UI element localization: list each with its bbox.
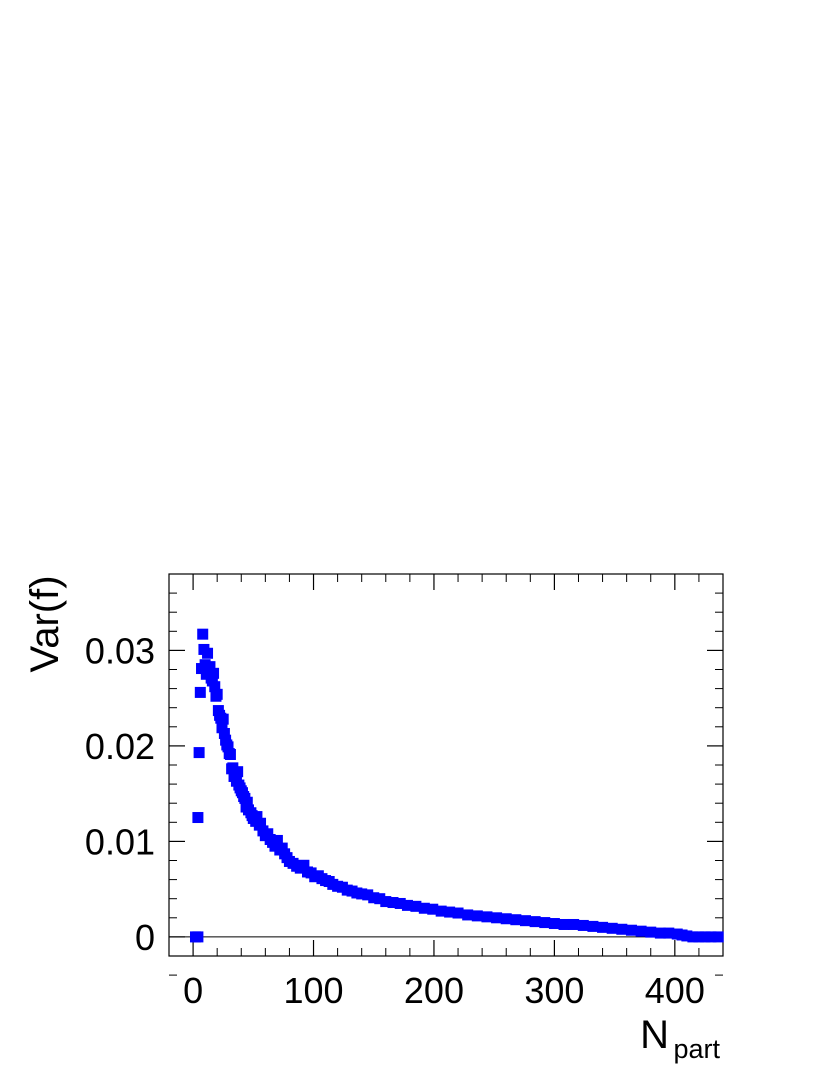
data-point [587, 920, 599, 932]
data-point [519, 915, 531, 927]
data-point [193, 747, 205, 759]
data-point [539, 917, 551, 929]
x-axis-label-main: N [640, 1013, 669, 1057]
data-point [681, 930, 693, 942]
data-point [209, 681, 221, 693]
data-point [255, 817, 267, 829]
data-point [222, 741, 234, 753]
data-point [687, 931, 699, 943]
data-point [241, 796, 253, 808]
data-point [616, 923, 628, 935]
data-points [189, 628, 724, 943]
y-tick-label: 0.03 [85, 630, 155, 671]
data-point [705, 931, 717, 943]
data-point [192, 812, 204, 824]
data-point [197, 628, 209, 640]
data-point [271, 834, 283, 846]
data-point [204, 661, 216, 673]
data-point [699, 931, 711, 943]
data-point [491, 912, 503, 924]
data-point [548, 918, 560, 930]
x-axis-label: N part [640, 1013, 720, 1064]
data-point [444, 906, 456, 918]
data-point [471, 910, 483, 922]
y-axis-label: Var(f) [23, 575, 67, 672]
x-tick-label: 200 [404, 970, 464, 1011]
data-point [374, 893, 386, 905]
data-point [216, 722, 228, 734]
data-point [510, 914, 522, 926]
data-point [394, 897, 406, 909]
data-point [645, 926, 657, 938]
data-point [529, 916, 541, 928]
data-point [401, 899, 413, 911]
data-point [435, 905, 447, 917]
x-tick-label: 300 [524, 970, 584, 1011]
data-point [606, 922, 618, 934]
data-point [577, 919, 589, 931]
data-point [625, 924, 637, 936]
data-point [192, 931, 204, 943]
data-point [211, 688, 223, 700]
data-point [202, 647, 214, 659]
data-point [635, 925, 647, 937]
data-point [568, 918, 580, 930]
data-point [418, 902, 430, 914]
data-point [654, 927, 666, 939]
data-point [452, 907, 464, 919]
axis-ticks [168, 573, 724, 976]
data-point [693, 931, 705, 943]
y-tick-label: 0.01 [85, 821, 155, 862]
data-point [380, 896, 392, 908]
data-point [298, 859, 310, 871]
data-point [217, 713, 229, 725]
data-point [224, 748, 236, 760]
data-point [206, 675, 218, 687]
x-tick-label: 400 [645, 970, 705, 1011]
data-point [387, 897, 399, 909]
data-point [194, 686, 206, 698]
data-point [362, 889, 374, 901]
data-point [251, 811, 263, 823]
data-point [712, 931, 724, 943]
data-point [262, 828, 274, 840]
data-point [276, 842, 288, 854]
data-point [427, 903, 439, 915]
x-tick-label: 0 [183, 970, 203, 1011]
tick-labels: 0 100 200 300 400 0 0.01 0.02 0.03 [85, 630, 705, 1011]
data-point [208, 667, 220, 679]
data-point [500, 913, 512, 925]
data-point [663, 927, 675, 939]
x-tick-label: 100 [283, 970, 343, 1011]
data-point [558, 918, 570, 930]
data-point [218, 727, 230, 739]
data-point [232, 766, 244, 778]
data-point [597, 921, 609, 933]
y-tick-label: 0 [135, 917, 155, 958]
y-tick-label: 0.02 [85, 726, 155, 767]
data-point [410, 900, 422, 912]
plot-frame [168, 573, 724, 957]
data-point [481, 911, 493, 923]
data-point [356, 888, 368, 900]
data-point [462, 909, 474, 921]
x-axis-label-sub: part [673, 1034, 720, 1064]
data-point [368, 892, 380, 904]
